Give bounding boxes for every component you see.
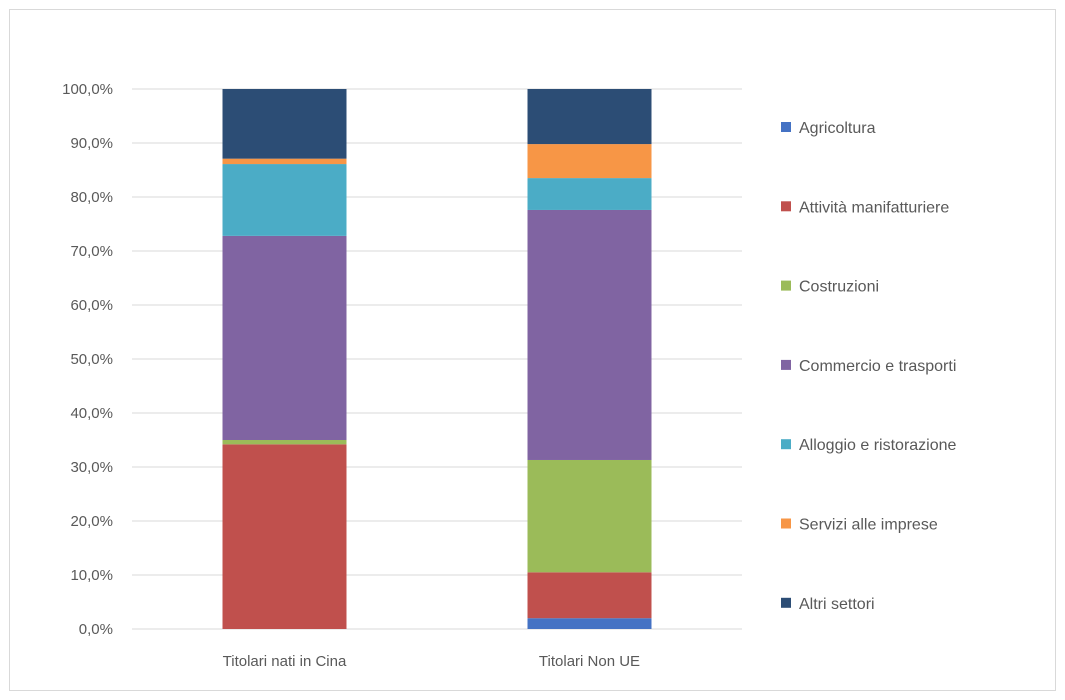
bar-segment-2-7 (527, 89, 652, 145)
bars (222, 89, 652, 629)
bar-segment-1-2 (222, 444, 347, 629)
legend-swatch (781, 122, 791, 132)
legend-label: Altri settori (799, 596, 875, 613)
bar-segment-2-2 (527, 572, 652, 619)
bar-segment-2-3 (527, 459, 652, 573)
y-tick-label: 20,0% (70, 513, 113, 530)
legend-label: Alloggio e ristorazione (799, 437, 957, 454)
y-tick-label: 70,0% (70, 243, 113, 260)
y-axis-tick-labels: 0,0% 10,0% 20,0% 30,0% 40,0% 50,0% 60,0% 70,0% 8… (62, 81, 113, 638)
legend-label: Servizi alle imprese (799, 517, 938, 534)
legend-swatch (781, 201, 791, 212)
legend-swatch (781, 280, 791, 291)
y-tick-label: 80,0% (70, 189, 113, 206)
legend-item: Costruzioni (781, 279, 879, 296)
bar-segment-2-4 (527, 209, 652, 460)
legend-swatch (781, 518, 791, 529)
legend-item: Attività manifatturiere (781, 199, 949, 216)
legend-label: Agricoltura (799, 120, 876, 137)
y-tick-label: 40,0% (70, 405, 113, 422)
legend-label: Costruzioni (799, 279, 879, 296)
bar-segment-1-5 (222, 164, 347, 236)
legend: Agricoltura Attività manifatturiere Costru… (781, 120, 957, 613)
y-tick-label: 10,0% (70, 567, 113, 584)
legend-label: Commercio e trasporti (799, 358, 956, 375)
y-tick-label: 30,0% (70, 459, 113, 476)
bar-segment-1-4 (222, 235, 347, 440)
y-tick-label: 0,0% (79, 621, 113, 638)
bar-segment-2-6 (527, 144, 652, 179)
legend-item: Servizi alle imprese (781, 517, 938, 534)
bar-segment-1-6 (222, 158, 347, 165)
legend-item: Commercio e trasporti (781, 358, 956, 375)
legend-swatch (781, 359, 791, 370)
bar-segment-2-5 (527, 178, 652, 210)
y-tick-label: 100,0% (62, 81, 113, 98)
legend-item: Alloggio e ristorazione (781, 437, 957, 454)
legend-item: Agricoltura (781, 120, 876, 137)
y-tick-label: 60,0% (70, 297, 113, 314)
bar-segment-2-1 (527, 618, 652, 629)
legend-swatch (781, 439, 791, 450)
legend-label: Attività manifatturiere (799, 199, 949, 216)
x-tick-label: Titolari nati in Cina (223, 653, 347, 670)
y-tick-label: 90,0% (70, 135, 113, 152)
legend-swatch (781, 597, 791, 608)
y-tick-label: 50,0% (70, 351, 113, 368)
bar-segment-1-7 (222, 89, 347, 159)
legend-item: Altri settori (781, 596, 875, 613)
bar-segment-1-3 (222, 440, 347, 445)
x-axis-tick-labels: Titolari nati in Cina Titolari Non UE (223, 653, 640, 670)
x-tick-label: Titolari Non UE (539, 653, 640, 670)
